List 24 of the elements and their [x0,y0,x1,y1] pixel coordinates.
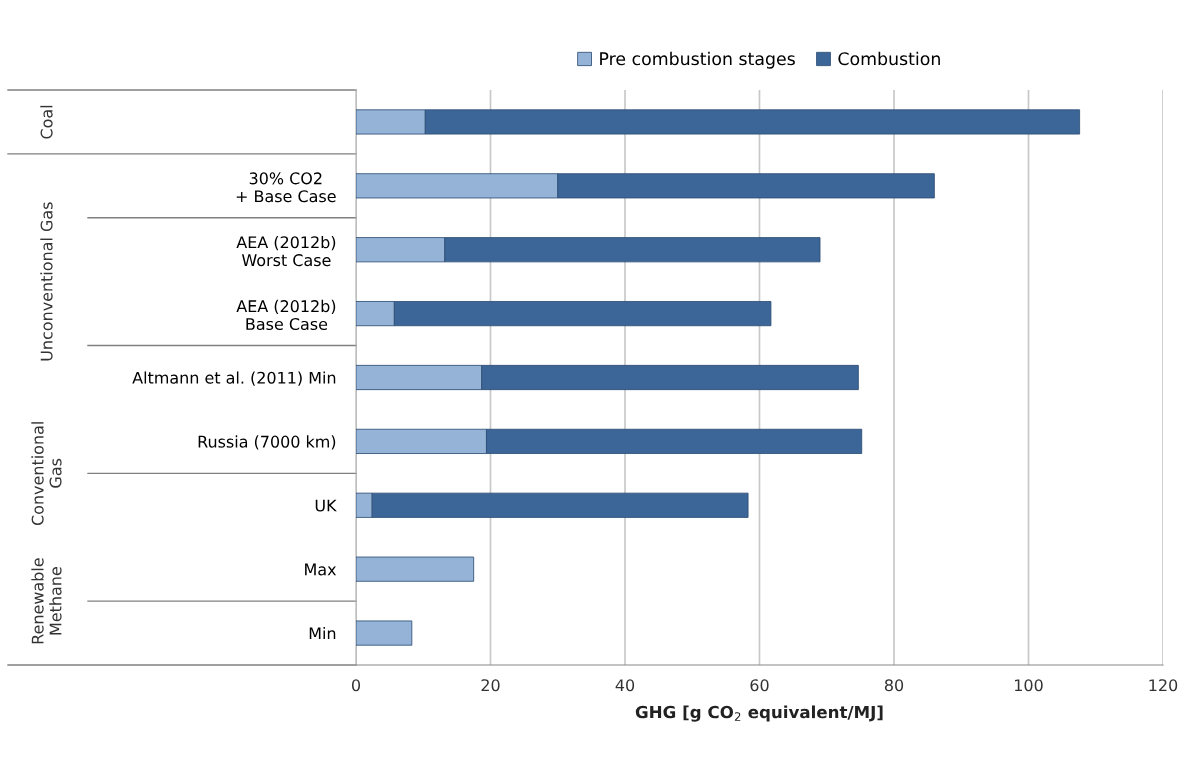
bar [356,620,413,646]
text: Renewable Methane [31,558,62,644]
x-tick-label: 80 [884,679,904,692]
text: Conventional Gas [31,422,62,526]
y-tick-label: Russia (7000 km) [198,435,336,450]
y-tick-label: 30% CO2 + Base Case [236,172,336,203]
text: Coal [40,105,53,139]
x-tick-label: 120 [1149,679,1178,692]
y-tick-label: AEA (2012b) Base Case [236,299,336,331]
x-tick-label: 40 [615,679,635,692]
x-tick-label: 0 [351,679,361,692]
y-tick-label: UK [315,499,337,512]
legend-label: Combustion [838,51,940,66]
bar [356,556,475,582]
x-axis-title: GHG [g CO$_{2}$ equivalent/MJ] [635,705,883,722]
y-tick-label: AEA (2012b) Worst Case [236,235,336,267]
x-tick-label: 60 [750,679,769,692]
y-tick-label: Altmann et al. (2011) Min [132,371,336,386]
y-tick-label: Min [309,626,336,640]
y-tick-label: Max [305,563,337,576]
x-tick-label: 100 [1015,679,1043,692]
legend-label: Pre combustion stages [600,51,795,69]
text: Unconventional Gas [40,202,53,361]
x-tick-label: 20 [481,679,500,692]
